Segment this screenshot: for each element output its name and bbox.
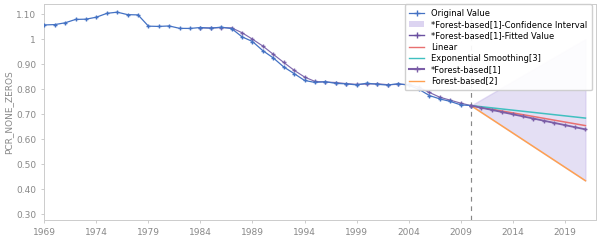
Legend: Original Value, *Forest-based[1]-Confidence Interval, *Forest-based[1]-Fitted Va: Original Value, *Forest-based[1]-Confide… [404,4,592,90]
Y-axis label: PCR_NONE_ZEROS: PCR_NONE_ZEROS [4,70,13,154]
